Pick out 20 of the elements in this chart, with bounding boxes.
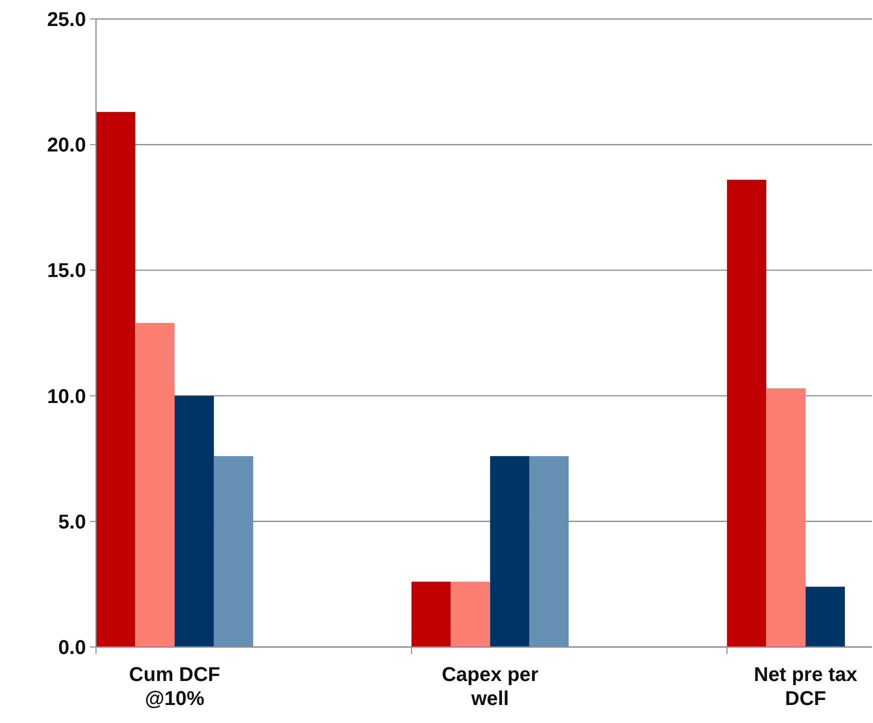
x-tick-label: Cum DCF @10% — [129, 664, 220, 710]
x-tick-label: Capex per well — [442, 664, 539, 710]
bar — [529, 456, 569, 647]
y-tick-label: 20.0 — [47, 134, 86, 157]
y-tick-label: 5.0 — [58, 511, 86, 534]
y-tick-label: 0.0 — [58, 637, 86, 659]
bar — [727, 180, 766, 647]
bar — [490, 456, 530, 647]
bar — [806, 586, 845, 647]
bar — [96, 112, 136, 647]
y-tick-label: 10.0 — [47, 386, 86, 408]
bar — [450, 582, 490, 647]
bar — [214, 456, 254, 647]
y-tick-label: 25.0 — [47, 9, 86, 31]
x-tick-label: Net pre tax DCF — [754, 664, 858, 710]
bar — [766, 388, 806, 647]
bar — [412, 582, 451, 647]
y-tick-label: 15.0 — [47, 260, 86, 282]
bar — [174, 396, 214, 647]
bar — [135, 322, 175, 647]
